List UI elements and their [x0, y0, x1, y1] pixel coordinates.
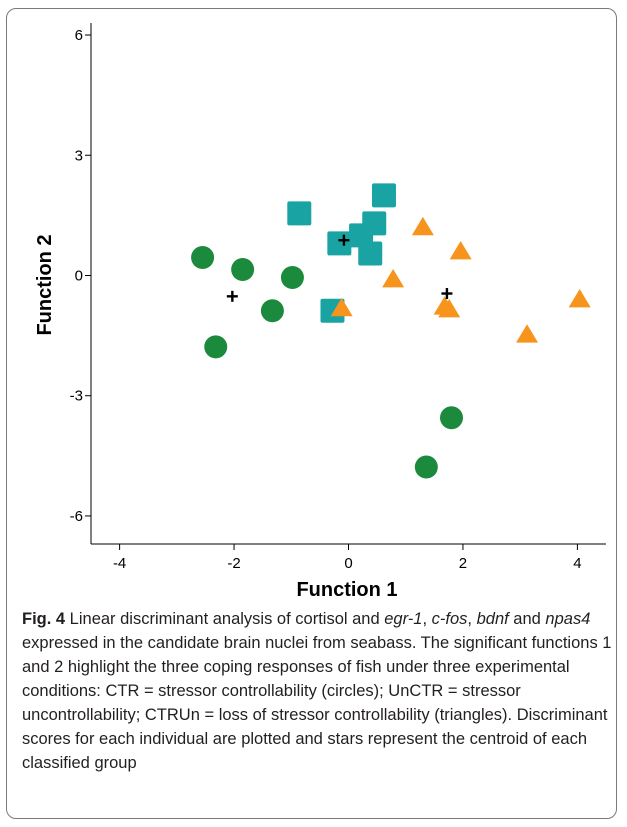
caption-gene-1: egr-1 [384, 610, 423, 628]
scatter-chart: -4 -2 0 2 4 6 3 0 -3 -6 Function 1 Function 2 [34, 23, 606, 600]
y-tick-label: 6 [75, 27, 83, 44]
centroids [226, 234, 453, 302]
x-tick-label: 4 [573, 555, 581, 572]
caption-gene-4: npas4 [545, 610, 591, 628]
circle-point [204, 335, 228, 359]
centroid-marker [338, 234, 350, 246]
x-tick-label: 0 [344, 555, 352, 572]
square-point [362, 211, 387, 236]
caption-gene-3: bdnf [476, 610, 509, 628]
y-axis-label: Function 2 [34, 234, 56, 335]
y-ticks: 6 3 0 -3 -6 [70, 27, 91, 525]
caption-text-1: Linear discriminant analysis of cortisol… [65, 610, 385, 628]
x-tick-label: -2 [227, 555, 240, 572]
square-point [327, 231, 352, 256]
caption-text-3: , [467, 610, 477, 628]
caption-label: Fig. 4 [22, 610, 66, 628]
caption-text-2: , [422, 610, 432, 628]
triangle-point [516, 324, 539, 343]
circle-point [260, 299, 284, 323]
x-axis-label: Function 1 [296, 579, 397, 600]
x-tick-label: 2 [459, 555, 467, 572]
triangle-point [568, 289, 591, 308]
x-tick-label: -4 [113, 555, 126, 572]
circle-point [191, 245, 215, 269]
caption-text-4: and [508, 610, 546, 628]
caption-text-5: expressed in the candidate brain nuclei … [22, 634, 612, 772]
figure-frame [6, 8, 617, 819]
figure-caption: Fig. 4 Linear discriminant analysis of c… [22, 607, 612, 775]
data-points [191, 183, 591, 479]
y-tick-label: -6 [70, 508, 83, 525]
triangle-point [330, 297, 353, 317]
x-ticks: -4 -2 0 2 4 [113, 544, 582, 572]
circle-point [280, 265, 304, 289]
centroid-marker [226, 290, 238, 302]
triangle-point [438, 299, 461, 318]
y-tick-label: 3 [75, 147, 83, 164]
centroid-marker [441, 288, 453, 300]
triangle-point [382, 268, 405, 288]
triangle-point [411, 216, 434, 236]
circle-point [231, 257, 255, 281]
triangle-point [449, 240, 472, 260]
square-point [371, 183, 396, 208]
axes [90, 23, 606, 545]
square-point [287, 201, 312, 226]
circle-point [414, 455, 438, 479]
square-point [358, 241, 383, 266]
caption-gene-2: c-fos [431, 610, 468, 628]
circle-point [440, 406, 463, 430]
y-tick-label: -3 [70, 388, 83, 405]
y-tick-label: 0 [75, 267, 83, 284]
